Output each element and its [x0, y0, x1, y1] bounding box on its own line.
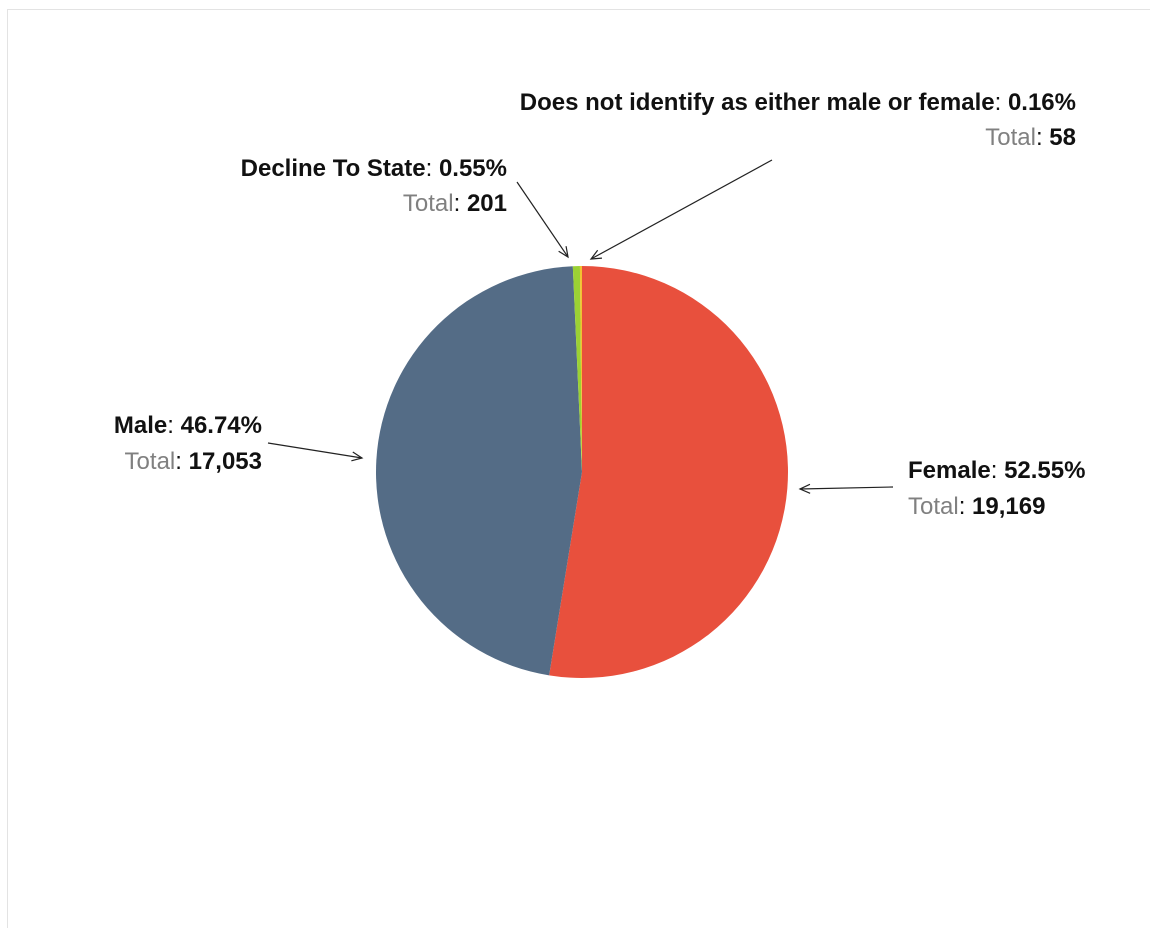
annotation-arrow-male [267, 442, 363, 459]
pie-slice-female [549, 266, 788, 678]
pie-slice-does-not-identify-as-either-male-or-female [579, 266, 582, 472]
pie-slice-male [375, 266, 582, 676]
annotation-arrowhead-male [351, 451, 364, 462]
pie-slice-decline-to-state [572, 266, 582, 472]
slice-label-female: Female: 52.55% [908, 457, 1085, 484]
slice-total-male: Total: 17,053 [125, 448, 262, 475]
slice-label-decline-to-state: Decline To State: 0.55% [241, 155, 507, 182]
annotation-arrowhead-decline-to-state [558, 246, 569, 259]
slice-label-male: Male: 46.74% [114, 412, 262, 439]
annotation-arrow-does-not-identify-as-either-male-or-female [590, 159, 773, 260]
annotation-arrowhead-does-not-identify-as-either-male-or-female [589, 249, 603, 260]
slice-total-does-not-identify-as-either-male-or-female: Total: 58 [985, 124, 1076, 151]
annotation-arrow-female [799, 486, 894, 490]
slice-total-decline-to-state: Total: 201 [403, 190, 507, 217]
annotation-arrowhead-female [798, 483, 811, 494]
annotation-arrow-decline-to-state [516, 181, 569, 258]
chart-frame [7, 9, 1150, 928]
slice-total-female: Total: 19,169 [908, 493, 1045, 520]
slice-label-does-not-identify-as-either-male-or-female: Does not identify as either male or fema… [520, 89, 1076, 116]
